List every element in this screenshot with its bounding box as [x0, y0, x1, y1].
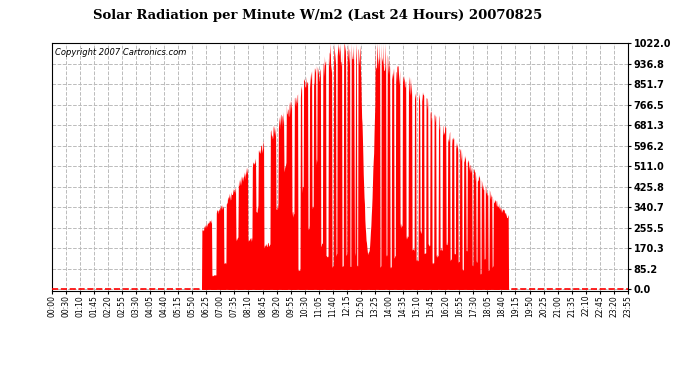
- Text: Solar Radiation per Minute W/m2 (Last 24 Hours) 20070825: Solar Radiation per Minute W/m2 (Last 24…: [92, 9, 542, 22]
- Text: Copyright 2007 Cartronics.com: Copyright 2007 Cartronics.com: [55, 48, 186, 57]
